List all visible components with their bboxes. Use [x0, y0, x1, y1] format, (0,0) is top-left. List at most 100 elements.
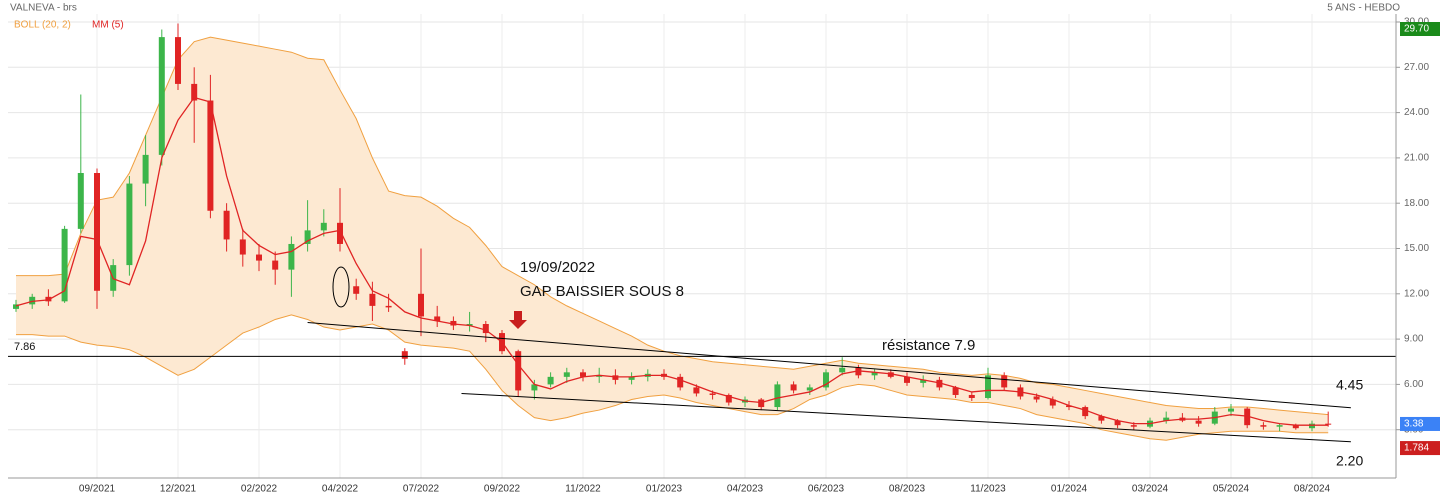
candle-body	[855, 367, 862, 376]
annotation-gap: GAP BAISSIER SOUS 8	[520, 283, 684, 300]
candle-body	[1049, 399, 1056, 406]
y-tick-label: 15.00	[1404, 243, 1429, 254]
y-tick-label: 12.00	[1404, 288, 1429, 299]
x-tick-label: 06/2023	[808, 484, 845, 495]
x-tick-label: 09/2022	[484, 484, 521, 495]
candle-body	[158, 37, 165, 155]
candle-body	[94, 173, 100, 291]
bollinger-upper	[16, 36, 1329, 416]
x-tick-label: 04/2022	[322, 484, 359, 495]
y-tick-label: 18.00	[1404, 198, 1429, 209]
candle-body	[1260, 425, 1267, 427]
candle-body	[904, 376, 910, 383]
candle-body	[61, 228, 68, 302]
candle-body	[547, 376, 554, 385]
candle-body	[871, 372, 878, 376]
candle-body	[418, 293, 424, 317]
candle-body	[239, 239, 246, 255]
candle-body	[1325, 423, 1332, 425]
x-tick-label: 09/2021	[79, 484, 116, 495]
candle-body	[952, 387, 959, 395]
candle-body	[353, 286, 360, 294]
candle-body	[1114, 420, 1121, 426]
candle-body	[223, 210, 230, 240]
candle-body	[1098, 416, 1105, 421]
x-tick-label: 01/2024	[1051, 484, 1088, 495]
overlays	[8, 96, 1396, 443]
annotation-resistance: résistance 7.9	[882, 337, 975, 354]
candle-body	[725, 394, 732, 403]
candle-body	[596, 375, 603, 377]
candle-body	[531, 384, 538, 391]
candle-body	[320, 222, 327, 231]
moving-average	[15, 96, 1329, 426]
y-tick-label: 24.00	[1404, 107, 1429, 118]
price-marker	[1400, 441, 1440, 456]
legend-bollinger: BOLL (20, 2)	[14, 20, 71, 31]
candle-body	[985, 375, 991, 398]
bollinger-area	[16, 37, 1329, 441]
x-tick-label: 05/2024	[1213, 484, 1250, 495]
candle-body	[693, 387, 700, 394]
candle-body	[628, 376, 635, 380]
bollinger-lower	[16, 314, 1329, 441]
x-tick-label: 01/2023	[646, 484, 683, 495]
candle-body	[1163, 417, 1170, 421]
candle-body	[790, 384, 797, 391]
candle-body	[13, 304, 19, 309]
candle-body	[272, 260, 279, 270]
candle-body	[288, 243, 295, 270]
trendline	[307, 321, 1351, 409]
candle-body	[434, 316, 441, 321]
candle-body	[1066, 405, 1072, 408]
candle-body	[1195, 420, 1202, 424]
candle-body	[968, 394, 975, 398]
candle-body	[142, 154, 149, 184]
price-marker	[1400, 416, 1440, 431]
candle-body	[515, 351, 522, 391]
candle-body	[823, 372, 829, 388]
candle-body	[450, 320, 457, 326]
candle-body	[1244, 408, 1251, 426]
x-tick-label: 11/2022	[565, 484, 601, 495]
bollinger-band	[16, 36, 1329, 441]
x-tick-label: 12/2021	[160, 484, 197, 495]
price-marker	[1400, 22, 1440, 36]
x-tick-label: 02/2022	[241, 484, 278, 495]
candle-body	[563, 372, 570, 377]
annotation-date: 19/09/2022	[520, 259, 595, 276]
candle-body	[1309, 423, 1315, 429]
candle-body	[1001, 375, 1008, 388]
x-tick-label: 04/2023	[727, 484, 764, 495]
candle-body	[612, 375, 619, 380]
candle-body	[77, 173, 84, 229]
y-tick-label: 9.00	[1404, 334, 1424, 345]
candle-body	[482, 324, 489, 334]
candle-body	[466, 324, 473, 326]
trendline-label: 4.45	[1336, 377, 1363, 393]
chart-title: VALNEVA - brs	[10, 3, 77, 14]
candle-body	[401, 351, 408, 359]
candle-body	[191, 83, 198, 101]
candle-body	[126, 183, 133, 266]
candle-body	[29, 296, 36, 305]
x-tick-label: 11/2023	[970, 484, 1006, 495]
candle-body	[709, 393, 716, 395]
candle-body	[1033, 396, 1040, 400]
candle-body	[337, 222, 343, 244]
price-marker-label: 29.70	[1404, 24, 1429, 35]
candle-body	[1130, 425, 1137, 427]
price-marker-label: 3.38	[1404, 419, 1424, 430]
y-tick-label: 21.00	[1404, 153, 1429, 164]
candle-body	[1276, 425, 1283, 427]
candle-body	[806, 387, 813, 391]
candle-body	[304, 230, 311, 244]
support-label: 7.86	[14, 341, 35, 353]
candle-body	[936, 379, 943, 388]
candle-body	[1292, 425, 1299, 429]
candle-body	[1228, 408, 1234, 412]
price-marker-label: 1.784	[1404, 443, 1429, 454]
x-tick-label: 08/2023	[889, 484, 926, 495]
